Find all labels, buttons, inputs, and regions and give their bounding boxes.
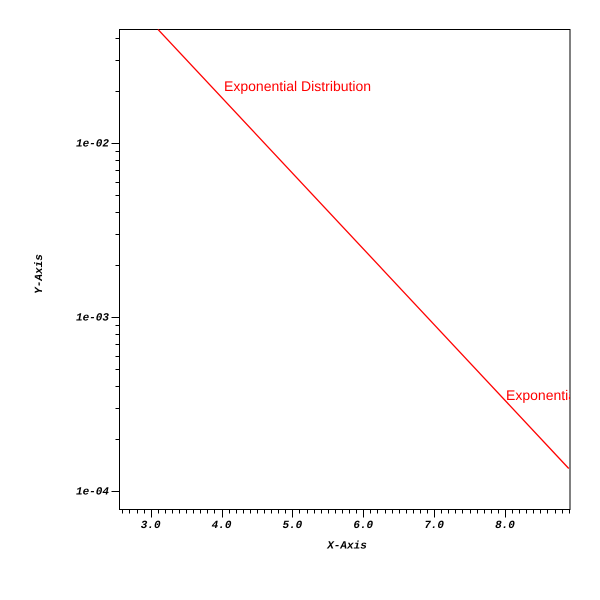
svg-text:1e-04: 1e-04 [76,487,109,499]
svg-text:X-Axis: X-Axis [326,541,367,553]
svg-text:3.0: 3.0 [141,520,161,532]
svg-text:1e-02: 1e-02 [76,139,109,151]
svg-text:4.0: 4.0 [212,520,232,532]
svg-text:7.0: 7.0 [424,520,444,532]
svg-text:Exponential: Exponential [506,387,579,403]
svg-text:1e-03: 1e-03 [76,313,109,325]
svg-text:Exponential Distribution: Exponential Distribution [224,78,371,94]
svg-text:Y-Axis: Y-Axis [34,254,46,294]
svg-text:5.0: 5.0 [282,520,302,532]
svg-text:8.0: 8.0 [495,520,515,532]
svg-text:6.0: 6.0 [353,520,373,532]
